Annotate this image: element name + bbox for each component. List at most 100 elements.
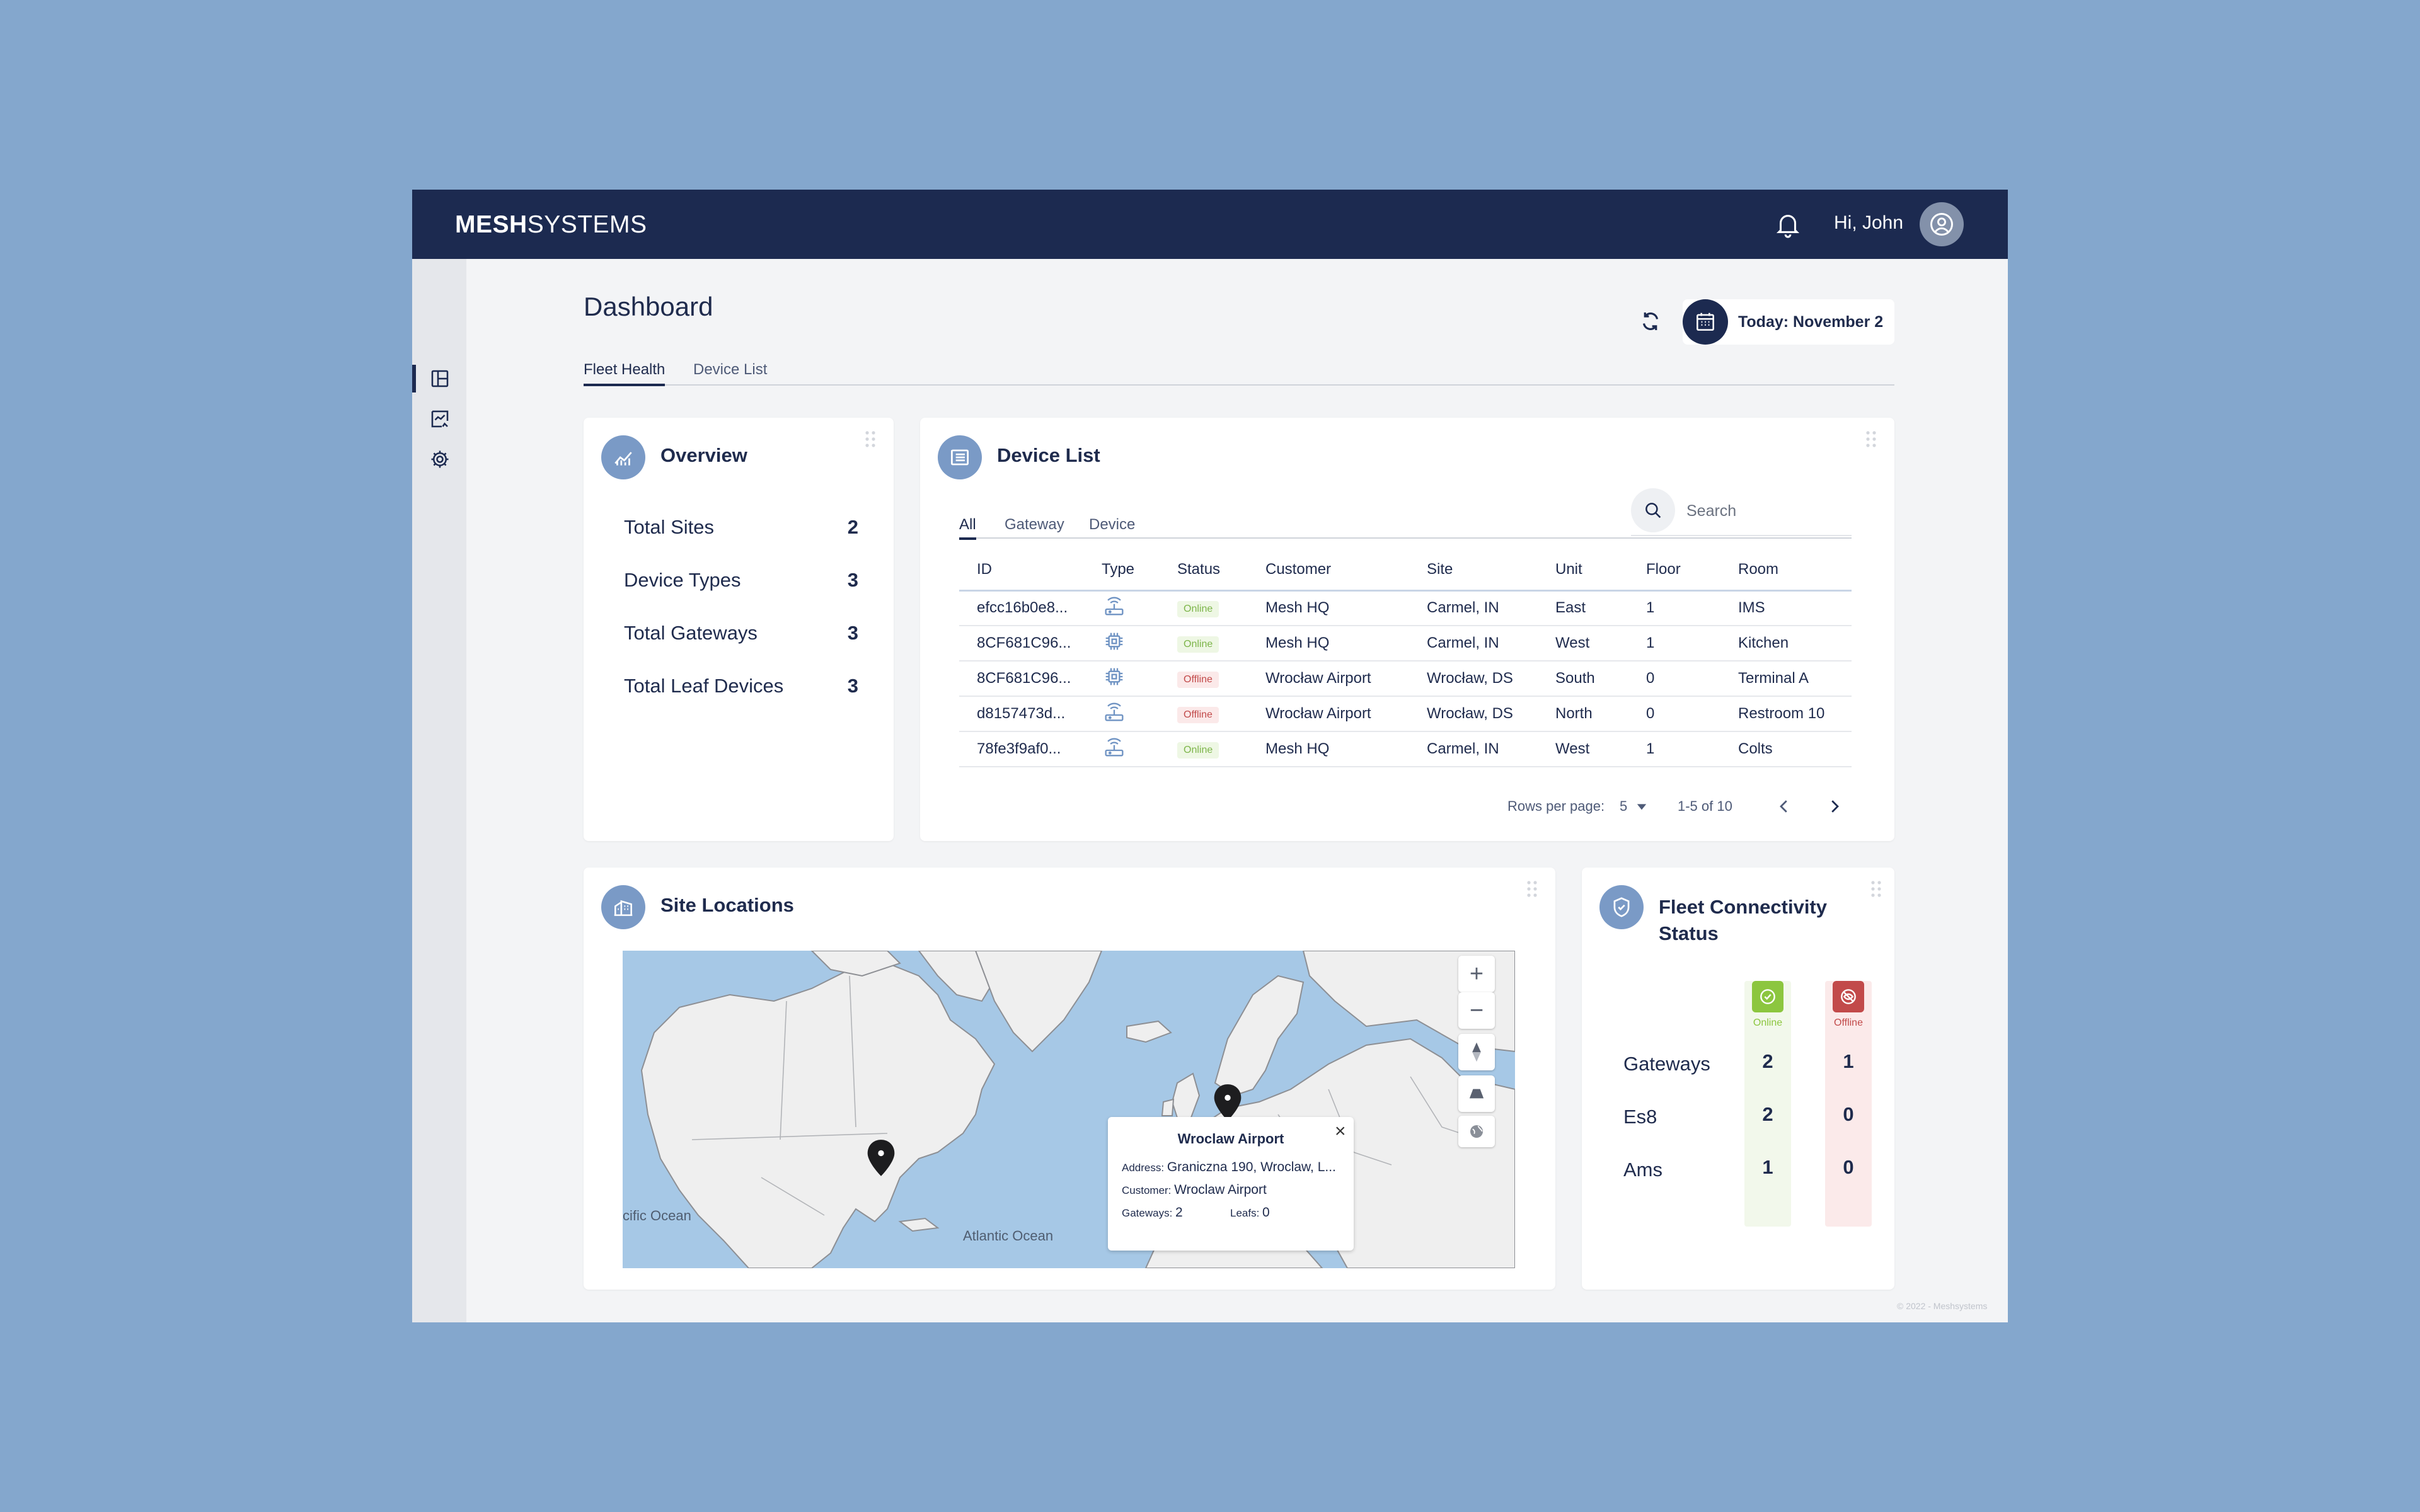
date-button[interactable]: Today: November 2 bbox=[1683, 299, 1894, 345]
status-badge: Online bbox=[1177, 636, 1219, 653]
building-icon bbox=[601, 885, 645, 929]
chip-icon bbox=[1105, 668, 1123, 685]
site-locations-title: Site Locations bbox=[660, 894, 794, 916]
zoom-in-button[interactable]: + bbox=[1458, 956, 1495, 992]
bell-icon[interactable] bbox=[1773, 210, 1802, 239]
offline-column: Offline 1 0 0 bbox=[1825, 981, 1872, 1227]
fleet-connectivity-title: Fleet Connectivity Status bbox=[1659, 896, 1827, 944]
cell-unit: South bbox=[1555, 661, 1646, 697]
drag-handle-icon[interactable] bbox=[865, 430, 876, 448]
search-input[interactable] bbox=[1686, 498, 1844, 524]
fleet-connectivity-card: Fleet Connectivity Status Online 2 2 1 O… bbox=[1582, 868, 1894, 1290]
router-icon bbox=[1105, 597, 1124, 616]
cell-customer: Wrocław Airport bbox=[1265, 661, 1427, 697]
close-icon[interactable]: × bbox=[1335, 1121, 1346, 1142]
rows-per-page-select[interactable]: 5 bbox=[1620, 798, 1647, 815]
reports-icon[interactable] bbox=[429, 408, 451, 430]
tab-all[interactable]: All bbox=[959, 516, 976, 540]
device-list-title: Device List bbox=[997, 444, 1100, 466]
cell-unit: West bbox=[1555, 626, 1646, 662]
table-row[interactable]: d8157473d... Offline Wrocław Airport Wro… bbox=[959, 696, 1852, 732]
tab-gateway[interactable]: Gateway bbox=[1005, 516, 1064, 533]
map-pin-icon[interactable] bbox=[865, 1138, 897, 1179]
cell-id: d8157473d... bbox=[959, 696, 1102, 732]
gear-icon[interactable] bbox=[429, 448, 451, 471]
cell-type bbox=[1102, 590, 1177, 626]
table-row[interactable]: 8CF681C96... Online Mesh HQ Carmel, IN W… bbox=[959, 626, 1852, 662]
avatar[interactable] bbox=[1920, 202, 1964, 246]
popup-gateways: Gateways: 2 bbox=[1122, 1205, 1183, 1220]
chevron-left-icon[interactable] bbox=[1775, 797, 1794, 816]
popup-customer: Customer: Wroclaw Airport bbox=[1122, 1183, 1267, 1197]
logo: MESHSYSTEMS bbox=[455, 211, 647, 238]
drag-handle-icon[interactable] bbox=[1526, 880, 1538, 898]
sidenav-active-indicator bbox=[412, 365, 416, 392]
map-pin-icon[interactable] bbox=[1211, 1083, 1244, 1123]
table-row[interactable]: efcc16b0e8... Online Mesh HQ Carmel, IN … bbox=[959, 590, 1852, 626]
top-bar: MESHSYSTEMS Hi, John bbox=[412, 190, 2008, 259]
map-popup: Wroclaw Airport × Address: Graniczna 190… bbox=[1108, 1117, 1354, 1251]
refresh-icon[interactable] bbox=[1637, 308, 1664, 335]
compass-button[interactable] bbox=[1458, 1034, 1495, 1070]
dashboard-icon[interactable] bbox=[429, 367, 451, 390]
cell-type bbox=[1102, 661, 1177, 697]
chevron-right-icon[interactable] bbox=[1825, 797, 1844, 816]
table-row[interactable]: 8CF681C96... Offline Wrocław Airport Wro… bbox=[959, 661, 1852, 697]
cell-status: Offline bbox=[1177, 696, 1265, 732]
side-nav bbox=[412, 259, 466, 1322]
search-icon[interactable] bbox=[1631, 488, 1675, 532]
user-greeting: Hi, John bbox=[1834, 212, 1904, 233]
column-header[interactable]: Site bbox=[1427, 550, 1555, 592]
popup-address: Address: Graniczna 190, Wroclaw, L... bbox=[1122, 1160, 1336, 1174]
eye-off-icon bbox=[1833, 981, 1864, 1012]
app-window: MESHSYSTEMS Hi, John Dashboard Today bbox=[412, 190, 2008, 1322]
overview-row: Device Types 3 bbox=[624, 569, 858, 591]
tab-device-list[interactable]: Device List bbox=[693, 361, 768, 378]
device-table: ID Type Status Customer Site Unit Floor … bbox=[959, 550, 1852, 767]
column-header[interactable]: Customer bbox=[1265, 550, 1427, 592]
pitch-button[interactable] bbox=[1458, 1075, 1495, 1112]
device-list-tabs: All Gateway Device bbox=[959, 512, 1852, 540]
cell-customer: Mesh HQ bbox=[1265, 731, 1427, 767]
world-map bbox=[640, 951, 1515, 1268]
column-header[interactable]: Unit bbox=[1555, 550, 1646, 592]
tab-fleet-health[interactable]: Fleet Health bbox=[584, 361, 666, 386]
offline-value: 0 bbox=[1843, 1156, 1854, 1178]
cell-status: Offline bbox=[1177, 661, 1265, 697]
main-tabs: Fleet Health Device List bbox=[584, 357, 1894, 386]
online-value: 1 bbox=[1762, 1156, 1773, 1178]
cell-customer: Mesh HQ bbox=[1265, 590, 1427, 626]
column-header[interactable]: ID bbox=[959, 550, 1102, 592]
overview-title: Overview bbox=[660, 444, 747, 466]
cell-status: Online bbox=[1177, 731, 1265, 767]
status-badge: Online bbox=[1177, 601, 1219, 618]
search-box bbox=[1631, 486, 1852, 536]
router-icon bbox=[1105, 738, 1124, 756]
column-header[interactable]: Room bbox=[1738, 550, 1852, 592]
caret-down-icon bbox=[1637, 804, 1647, 810]
drag-handle-icon[interactable] bbox=[1870, 880, 1882, 898]
column-header[interactable]: Status bbox=[1177, 550, 1265, 592]
cell-room: Kitchen bbox=[1738, 626, 1852, 662]
cell-id: 8CF681C96... bbox=[959, 626, 1102, 662]
table-row[interactable]: 78fe3f9af0... Online Mesh HQ Carmel, IN … bbox=[959, 731, 1852, 767]
cell-site: Carmel, IN bbox=[1427, 626, 1555, 662]
table-header-row: ID Type Status Customer Site Unit Floor … bbox=[959, 550, 1852, 592]
cell-room: Terminal A bbox=[1738, 661, 1852, 697]
cell-site: Carmel, IN bbox=[1427, 731, 1555, 767]
overview-card: Overview Total Sites 2 Device Types 3 Tota… bbox=[584, 418, 894, 841]
cell-site: Wrocław, DS bbox=[1427, 661, 1555, 697]
cell-room: Colts bbox=[1738, 731, 1852, 767]
cell-floor: 1 bbox=[1646, 590, 1738, 626]
ocean-label: cific Ocean bbox=[623, 1208, 691, 1223]
site-map[interactable]: cific Ocean Atlantic Ocean Wroclaw Airpo… bbox=[623, 951, 1515, 1268]
calendar-icon bbox=[1683, 299, 1728, 345]
zoom-out-button[interactable]: − bbox=[1458, 992, 1495, 1029]
drag-handle-icon[interactable] bbox=[1865, 430, 1877, 448]
tab-device[interactable]: Device bbox=[1089, 516, 1136, 533]
overview-row: Total Leaf Devices 3 bbox=[624, 675, 858, 697]
column-header[interactable]: Floor bbox=[1646, 550, 1738, 592]
column-header[interactable]: Type bbox=[1102, 550, 1177, 592]
globe-icon bbox=[1470, 1125, 1483, 1138]
globe-button[interactable] bbox=[1458, 1116, 1495, 1147]
